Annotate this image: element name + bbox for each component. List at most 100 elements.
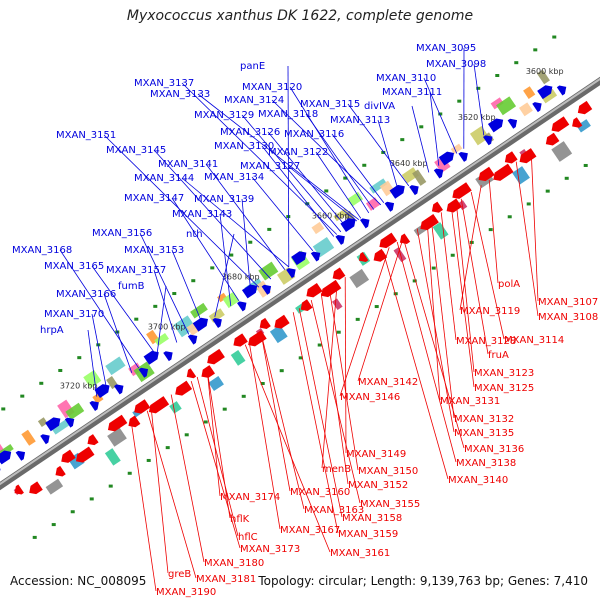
reverse-gene-label: MXAN_3108 — [538, 312, 598, 323]
reverse-gene-label: MXAN_3128 — [456, 336, 516, 347]
forward-gene — [537, 85, 553, 100]
label-leader-line — [130, 421, 157, 592]
reverse-gene — [420, 214, 439, 231]
label-leader-line — [328, 287, 359, 471]
reverse-gene — [186, 368, 197, 379]
rail-dot — [374, 305, 379, 309]
forward-gene-label: fumB — [118, 281, 145, 292]
reverse-gene — [128, 415, 141, 428]
forward-gene — [310, 251, 321, 262]
reverse-gene — [446, 198, 462, 213]
rail-dot — [400, 138, 405, 142]
forward-gene — [409, 185, 419, 196]
feature-block — [258, 261, 279, 281]
rail-dot — [583, 163, 588, 167]
label-leader-line — [450, 205, 475, 388]
feature-layer — [0, 69, 591, 496]
map-title: Myxococcus xanthus DK 1622, complete gen… — [126, 8, 474, 24]
feature-block — [83, 370, 102, 389]
label-leader-line — [331, 133, 385, 204]
rail-dot — [457, 99, 462, 103]
rail-dot — [545, 189, 550, 193]
forward-gene-label: MXAN_3166 — [56, 289, 116, 300]
label-leader-line — [206, 370, 221, 497]
forward-gene-label: MXAN_3145 — [106, 145, 166, 156]
reverse-gene — [259, 317, 271, 329]
rail-dot — [419, 125, 424, 129]
feature-block — [154, 332, 169, 347]
feature-block — [51, 419, 70, 435]
forward-gene-label: MXAN_3113 — [330, 115, 390, 126]
forward-gene — [94, 384, 110, 399]
reverse-gene — [306, 282, 323, 298]
label-leader-line — [440, 212, 457, 341]
feature-block — [217, 292, 228, 303]
forward-gene — [40, 434, 50, 445]
label-leader-line — [170, 394, 205, 563]
rail-dot — [412, 279, 417, 283]
feature-block — [551, 141, 573, 162]
feature-block — [450, 143, 463, 155]
rail-dot — [134, 317, 139, 321]
label-leader-line — [153, 269, 178, 343]
reverse-gene-label: MXAN_3114 — [504, 335, 564, 346]
forward-gene-label: MXAN_3151 — [56, 130, 116, 141]
rail-dot — [343, 176, 348, 180]
reverse-gene — [545, 132, 560, 146]
reverse-gene — [134, 399, 151, 414]
feature-block — [469, 125, 490, 146]
reverse-gene — [358, 252, 369, 262]
rail-dot — [438, 112, 443, 116]
forward-gene-label: MXAN_3130 — [214, 141, 274, 152]
reverse-gene-label: MXAN_3163 — [304, 505, 364, 516]
feature-block — [169, 401, 182, 414]
kbp-tick-label: 3660 kbp — [312, 212, 350, 221]
label-leader-line — [289, 86, 370, 214]
rail-dot — [127, 471, 132, 475]
feature-block — [104, 448, 121, 466]
forward-gene — [261, 284, 272, 295]
label-leader-line — [181, 82, 338, 235]
feature-block — [349, 268, 370, 289]
rail-dot — [248, 240, 253, 244]
feature-block — [208, 308, 225, 323]
reverse-gene-label: MXAN_3161 — [330, 548, 390, 559]
label-leader-line — [156, 285, 167, 357]
reverse-gene-label: MXAN_3180 — [204, 558, 264, 569]
feature-block — [540, 88, 558, 104]
reverse-gene — [431, 201, 443, 213]
forward-gene-label: MXAN_3118 — [258, 109, 318, 120]
label-leader-line — [339, 247, 390, 397]
forward-gene — [532, 102, 542, 113]
label-leader-line — [402, 237, 465, 449]
reverse-gene-label: MXAN_3158 — [342, 513, 402, 524]
rail-dot — [191, 279, 196, 283]
reverse-gene-label: hflC — [238, 532, 258, 543]
label-leader-line — [248, 341, 281, 530]
feature-block — [311, 221, 325, 235]
feature-block — [107, 427, 127, 447]
forward-gene-label: MXAN_3134 — [204, 172, 264, 183]
label-leader-line — [214, 233, 235, 317]
forward-gene-label: MXAN_3143 — [172, 209, 232, 220]
feature-block — [523, 86, 536, 99]
forward-gene — [212, 317, 222, 328]
reverse-gene — [207, 348, 225, 365]
forward-gene — [438, 151, 454, 166]
reverse-gene-label: MXAN_3138 — [456, 458, 516, 469]
label-leader-line — [320, 293, 349, 485]
label-leader-line — [292, 312, 339, 534]
label-leader-line — [139, 232, 190, 335]
rail-dot — [260, 381, 265, 385]
label-leader-line — [382, 251, 449, 480]
forward-gene — [15, 450, 26, 461]
feature-block — [536, 69, 550, 85]
reverse-gene-label: MXAN_3150 — [358, 466, 418, 477]
label-leader-line — [103, 134, 260, 288]
label-leader-line — [488, 179, 499, 284]
reverse-gene-label: MXAN_3167 — [280, 525, 340, 536]
label-leader-line — [103, 293, 133, 374]
label-line-layer — [59, 47, 539, 592]
backbone-layer — [0, 76, 600, 491]
label-leader-line — [426, 221, 441, 401]
